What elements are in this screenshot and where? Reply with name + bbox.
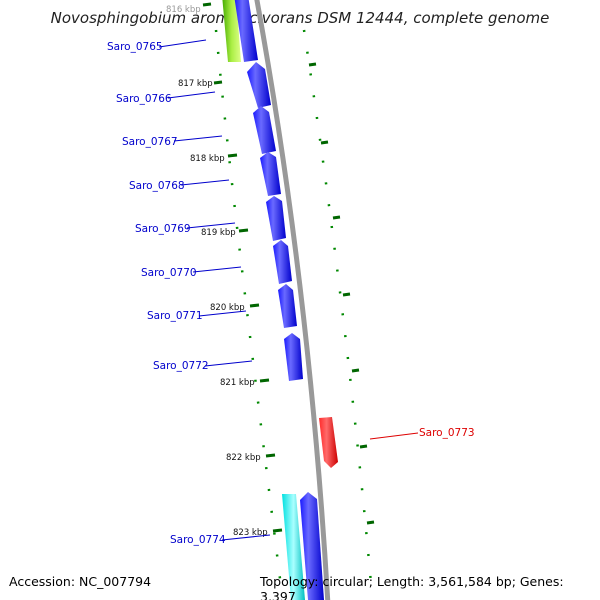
outer-tick: [366, 520, 375, 525]
label-saro-0766[interactable]: Saro_0766: [116, 93, 172, 105]
leader-saro-0765: [158, 39, 207, 48]
genome-stats-text: Topology: circular; Length: 3,561,584 bp…: [260, 574, 564, 600]
gene-saro-0769[interactable]: [266, 196, 286, 241]
accession-text: Accession: NC_007794: [9, 574, 152, 589]
genome-backbone: [254, 0, 331, 600]
forward-genes: [222, 0, 324, 600]
label-saro-0773[interactable]: Saro_0773: [419, 427, 475, 439]
map-title: Novosphingobium aromaticivorans DSM 1244…: [50, 9, 550, 27]
tick-label-817: 817 kbp: [178, 79, 213, 89]
tick-822: [265, 453, 276, 458]
tick-816: [202, 2, 212, 7]
gene-saro-0765b[interactable]: [234, 0, 258, 62]
label-saro-0767[interactable]: Saro_0767: [122, 136, 178, 148]
gene-saro-0773[interactable]: [319, 417, 338, 468]
tick-817: [213, 80, 223, 85]
tick-label-823: 823 kbp: [233, 528, 268, 538]
tick-820: [249, 303, 260, 308]
tick-label-822: 822 kbp: [226, 453, 261, 463]
outer-tick: [351, 368, 360, 373]
leader-saro-0773: [369, 432, 419, 440]
leader-saro-0768: [180, 179, 230, 186]
tick-823: [272, 528, 283, 533]
gene-saro-0771[interactable]: [278, 284, 297, 328]
label-saro-0768[interactable]: Saro_0768: [129, 180, 185, 192]
gene-saro-0774[interactable]: [300, 492, 324, 600]
outer-tick: [332, 215, 341, 220]
tick-818: [227, 153, 238, 158]
leader-saro-0770: [192, 266, 242, 273]
label-saro-0769[interactable]: Saro_0769: [135, 223, 191, 235]
gene-saro-0772[interactable]: [284, 333, 303, 381]
tick-label-818: 818 kbp: [190, 154, 225, 164]
leader-saro-0769: [186, 222, 236, 229]
leader-saro-0766: [167, 91, 216, 99]
gene-saro-0770[interactable]: [273, 240, 292, 284]
tick-label-821: 821 kbp: [220, 378, 255, 388]
outer-tick: [342, 292, 351, 297]
tick-label-820: 820 kbp: [210, 303, 245, 313]
label-saro-0765[interactable]: Saro_0765: [107, 41, 163, 53]
gene-saro-0765[interactable]: [222, 0, 241, 62]
leader-saro-0771: [198, 310, 247, 317]
outer-tick: [320, 140, 329, 145]
label-saro-0774[interactable]: Saro_0774: [170, 534, 226, 546]
tick-label-816: 816 kbp: [166, 5, 201, 15]
outer-tick: [308, 62, 317, 67]
tick-819: [238, 228, 249, 233]
tick-821: [259, 378, 270, 383]
leader-saro-0772: [204, 360, 253, 367]
outer-tick: [359, 444, 368, 449]
tick-label-819: 819 kbp: [201, 228, 236, 238]
gene-saro-0774-rna[interactable]: [282, 494, 305, 600]
gene-saro-0768[interactable]: [260, 152, 281, 196]
gene-labels: Saro_0765 Saro_0766 Saro_0767 Saro_0768 …: [107, 41, 475, 546]
gene-saro-0767[interactable]: [253, 106, 276, 154]
leader-saro-0774: [221, 534, 271, 541]
label-saro-0770[interactable]: Saro_0770: [141, 267, 197, 279]
tick-marks: 816 kbp 817 kbp 818 kbp 819 kbp 820 kbp …: [166, 2, 375, 538]
label-leaders: [158, 39, 419, 541]
label-saro-0772[interactable]: Saro_0772: [153, 360, 209, 372]
leader-saro-0767: [173, 135, 223, 142]
label-saro-0771[interactable]: Saro_0771: [147, 310, 203, 322]
gene-saro-0766[interactable]: [247, 62, 271, 108]
